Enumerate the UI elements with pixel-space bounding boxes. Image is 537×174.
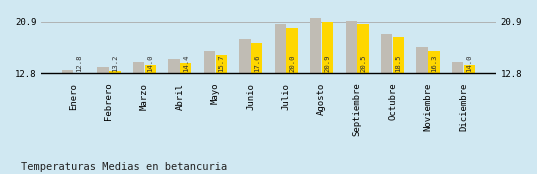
Bar [133,62,144,73]
Bar [417,48,428,73]
Text: 16.3: 16.3 [431,55,437,72]
Text: 13.2: 13.2 [112,55,118,72]
Bar [180,63,191,73]
Text: 14.0: 14.0 [147,55,153,72]
Bar [381,34,393,73]
Bar [393,37,404,73]
Bar [144,65,156,73]
Bar [275,24,286,73]
Bar [310,18,322,73]
Text: 12.8: 12.8 [76,55,82,72]
Bar [357,25,368,73]
Text: 20.0: 20.0 [289,55,295,72]
Bar [463,65,475,73]
Bar [346,21,357,73]
Text: 15.7: 15.7 [218,55,224,72]
Text: 14.4: 14.4 [183,55,188,72]
Bar [452,62,463,73]
Bar [204,51,215,73]
Bar [251,43,262,73]
Bar [322,22,333,73]
Bar [109,70,120,73]
Bar [169,60,180,73]
Bar [240,39,251,73]
Bar [286,28,297,73]
Bar [62,70,74,73]
Text: Temperaturas Medias en betancuria: Temperaturas Medias en betancuria [21,162,228,172]
Bar [215,55,227,73]
Bar [97,67,109,73]
Text: 14.0: 14.0 [466,55,473,72]
Text: 20.5: 20.5 [360,55,366,72]
Text: 20.9: 20.9 [324,55,330,72]
Text: 17.6: 17.6 [253,55,259,72]
Text: 18.5: 18.5 [395,55,402,72]
Bar [428,51,440,73]
